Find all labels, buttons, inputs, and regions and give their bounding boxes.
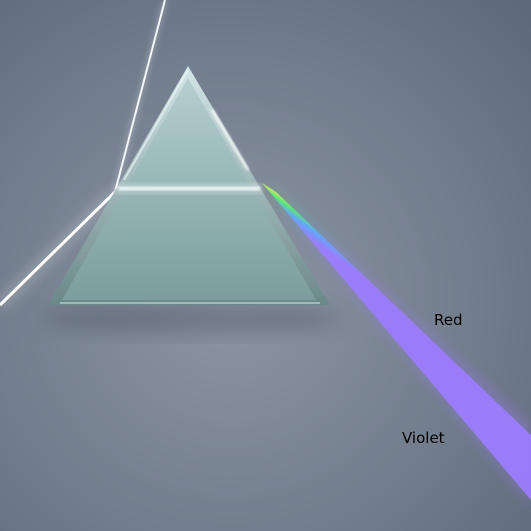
spectrum-beam	[262, 183, 531, 505]
reflected-white-beam	[112, 0, 168, 193]
glass-prism	[48, 66, 330, 305]
prism-shadow	[40, 302, 340, 334]
violet-label: Violet	[402, 429, 445, 447]
red-label: Red	[434, 311, 463, 329]
incoming-white-beam	[0, 188, 119, 309]
